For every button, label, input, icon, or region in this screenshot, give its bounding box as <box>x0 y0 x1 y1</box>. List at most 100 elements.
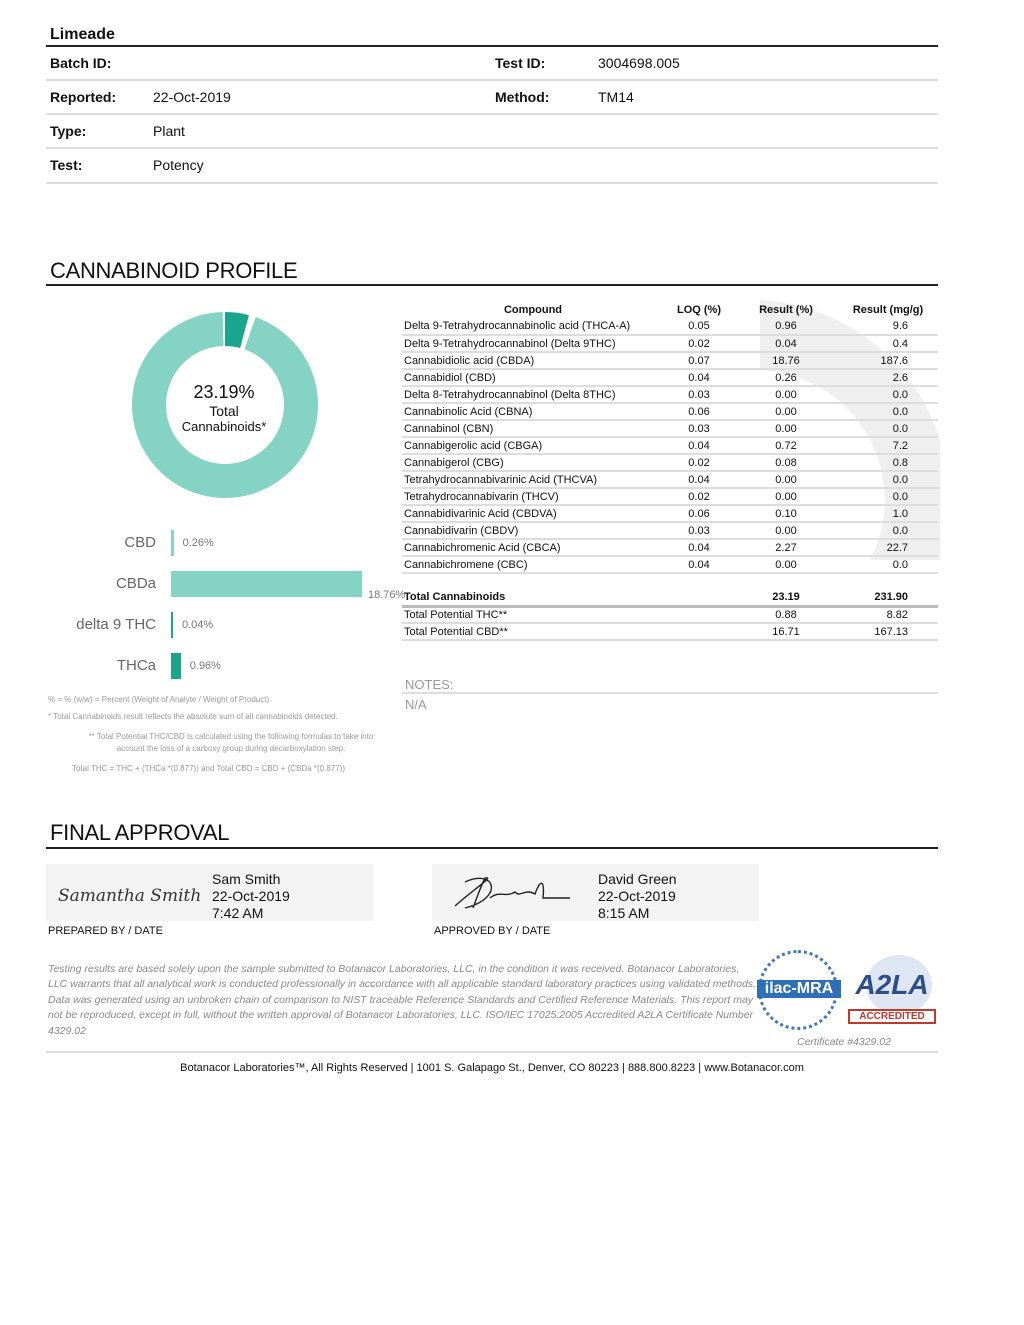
loq-value: 0.04 <box>664 471 734 489</box>
loq-value: 0.04 <box>664 437 734 455</box>
footer: Botanacor Laboratories™, All Rights Rese… <box>180 1062 804 1074</box>
type-value: Plant <box>153 123 185 139</box>
result-pct: 0.26 <box>734 369 838 387</box>
method-label: Method: <box>495 89 550 105</box>
compound-name: Cannabinol (CBN) <box>402 420 664 438</box>
approval-heading: FINAL APPROVAL <box>50 820 230 845</box>
loq-value: 0.04 <box>664 369 734 387</box>
compound-name: Delta 9-Tetrahydrocannabinolic acid (THC… <box>402 318 664 336</box>
table-row: Delta 9-Tetrahydrocannabinolic acid (THC… <box>402 318 938 336</box>
result-mg: 0.0 <box>838 403 938 421</box>
loq-value: 0.03 <box>664 420 734 438</box>
test-id-value: 3004698.005 <box>598 55 680 71</box>
result-mg: 0.0 <box>838 386 938 404</box>
donut-slice-other <box>132 312 318 498</box>
compound-name: Tetrahydrocannabivarin (THCV) <box>402 488 664 506</box>
bar-label: delta 9 THC <box>76 616 156 633</box>
donut-label: Total <box>209 403 239 419</box>
table-row: Cannabigerolic acid (CBGA) 0.04 0.72 7.2 <box>402 437 938 455</box>
result-mg: 0.0 <box>838 420 938 438</box>
result-pct: 0.04 <box>734 335 838 353</box>
loq-value: 0.02 <box>664 488 734 506</box>
donut-label: Cannabinoids* <box>181 419 267 434</box>
prepared-signature-box <box>46 864 373 921</box>
result-pct: 0.96 <box>734 318 838 336</box>
bar-value: 0.96% <box>189 660 221 672</box>
loq-value: 0.06 <box>664 505 734 523</box>
result-pct: 0.10 <box>734 505 838 523</box>
prepared-time: 7:42 AM <box>212 905 264 921</box>
loq-value <box>664 606 734 624</box>
result-mg: 0.0 <box>838 522 938 540</box>
table-row: Cannabichromenic Acid (CBCA) 0.04 2.27 22.7 <box>402 539 938 557</box>
bar-thca <box>171 653 181 679</box>
result-mg: 1.0 <box>838 505 938 523</box>
table-row: Cannabinolic Acid (CBNA) 0.06 0.00 0.0 <box>402 403 938 421</box>
loq-value: 0.03 <box>664 522 734 540</box>
table-row: Delta 9-Tetrahydrocannabinol (Delta 9THC… <box>402 335 938 353</box>
notes-value: N/A <box>405 697 427 712</box>
result-mg: 22.7 <box>838 539 938 557</box>
footnote: * Total Cannabinoids result reflects the… <box>48 712 338 721</box>
loq-value <box>664 623 734 641</box>
compound-name: Cannabidiolic acid (CBDA) <box>402 352 664 370</box>
test-id-label: Test ID: <box>495 55 546 71</box>
result-pct: 0.00 <box>734 420 838 438</box>
approved-date: 22-Oct-2019 <box>598 888 676 904</box>
table-row: Cannabidiolic acid (CBDA) 0.07 18.76 187.6 <box>402 352 938 370</box>
compound-name: Cannabichromene (CBC) <box>402 556 664 574</box>
footnote: Total THC = THC + (THCa *(0.877)) and To… <box>72 764 345 773</box>
result-mg: 187.6 <box>838 352 938 370</box>
bar-label: THCa <box>116 657 156 674</box>
approved-name: David Green <box>598 871 677 887</box>
table-row: Delta 8-Tetrahydrocannabinol (Delta 8THC… <box>402 386 938 404</box>
loq-value: 0.02 <box>664 454 734 472</box>
result-pct: 16.71 <box>734 623 838 641</box>
table-row: Cannabinol (CBN) 0.03 0.00 0.0 <box>402 420 938 438</box>
col-loq: LOQ (%) <box>677 304 721 316</box>
result-pct: 0.00 <box>734 522 838 540</box>
result-mg: 0.0 <box>838 471 938 489</box>
accredited-text: ACCREDITED <box>848 1009 936 1024</box>
result-pct: 0.88 <box>734 606 838 624</box>
ilac-text: ilac-MRA <box>757 980 841 998</box>
profile-heading: CANNABINOID PROFILE <box>50 258 298 283</box>
divider <box>46 79 938 81</box>
result-mg: 7.2 <box>838 437 938 455</box>
method-value: TM14 <box>598 89 634 105</box>
bar-value: 18.76% <box>368 589 406 601</box>
prepared-signature: Samantha Smith <box>58 886 202 906</box>
total-row: Total Potential THC** 0.88 8.82 <box>402 606 938 624</box>
bar-value: 0.04% <box>182 619 214 631</box>
result-pct: 0.00 <box>734 471 838 489</box>
table-row: Cannabidiol (CBD) 0.04 0.26 2.6 <box>402 369 938 387</box>
table-row: Cannabichromene (CBC) 0.04 0.00 0.0 <box>402 556 938 574</box>
result-mg: 2.6 <box>838 369 938 387</box>
compound-name: Tetrahydrocannabivarinic Acid (THCVA) <box>402 471 664 489</box>
result-mg: 8.82 <box>838 606 938 624</box>
loq-value: 0.04 <box>664 539 734 557</box>
divider <box>46 113 938 115</box>
compound-name: Delta 8-Tetrahydrocannabinol (Delta 8THC… <box>402 386 664 404</box>
reported-value: 22-Oct-2019 <box>153 89 231 105</box>
total-cannabinoids-donut <box>132 312 318 498</box>
bar-label: CBDa <box>115 575 156 592</box>
total-name: Total Cannabinoids <box>402 589 664 608</box>
table-row: Tetrahydrocannabivarin (THCV) 0.02 0.00 0.0 <box>402 488 938 506</box>
approved-signature-box <box>432 864 759 921</box>
result-pct: 0.00 <box>734 403 838 421</box>
test-label: Test: <box>50 157 83 173</box>
approved-caption: APPROVED BY / DATE <box>434 925 551 937</box>
result-mg: 0.0 <box>838 556 938 574</box>
compound-name: Cannabigerolic acid (CBGA) <box>402 437 664 455</box>
table-row: Cannabidivarinic Acid (CBDVA) 0.06 0.10 1.0 <box>402 505 938 523</box>
donut-slice-thca <box>225 312 249 348</box>
table-row: Cannabidivarin (CBDV) 0.03 0.00 0.0 <box>402 522 938 540</box>
compound-table: Compound LOQ (%) Result (%) Result (mg/g… <box>402 302 938 641</box>
compound-name: Delta 9-Tetrahydrocannabinol (Delta 9THC… <box>402 335 664 353</box>
compound-name: Cannabinolic Acid (CBNA) <box>402 403 664 421</box>
bar-cbd <box>171 530 174 556</box>
result-pct: 0.00 <box>734 556 838 574</box>
a2la-text: A2LA <box>855 969 929 1000</box>
total-row: Total Cannabinoids 23.19 231.90 <box>402 589 938 608</box>
